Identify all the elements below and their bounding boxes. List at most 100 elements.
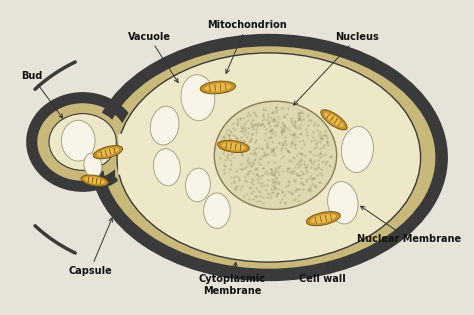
Point	[310, 145, 318, 150]
Point	[269, 116, 276, 121]
Point	[267, 186, 275, 192]
Point	[295, 117, 303, 122]
Point	[261, 130, 269, 135]
Ellipse shape	[200, 81, 236, 94]
Point	[268, 140, 275, 145]
Point	[247, 180, 255, 185]
Point	[264, 117, 271, 123]
Point	[227, 152, 235, 157]
Point	[258, 146, 266, 151]
Point	[292, 170, 300, 175]
Ellipse shape	[214, 101, 337, 209]
Point	[252, 130, 260, 135]
Point	[319, 160, 326, 165]
Point	[240, 124, 248, 129]
Point	[262, 137, 269, 142]
Point	[229, 133, 237, 138]
Point	[280, 125, 287, 130]
Point	[234, 121, 241, 126]
Point	[247, 120, 255, 125]
Point	[264, 178, 272, 183]
Ellipse shape	[93, 146, 123, 159]
Point	[301, 164, 309, 169]
Point	[268, 180, 275, 185]
Point	[244, 130, 252, 135]
Point	[297, 117, 305, 123]
Point	[238, 125, 246, 130]
Point	[293, 152, 301, 157]
Point	[314, 122, 321, 127]
Point	[311, 166, 319, 171]
Point	[308, 175, 316, 180]
Point	[232, 136, 239, 141]
Point	[298, 146, 305, 151]
Point	[246, 139, 254, 144]
Point	[241, 166, 248, 171]
Point	[313, 128, 320, 133]
Ellipse shape	[62, 120, 95, 161]
Point	[247, 125, 255, 130]
Point	[307, 164, 315, 169]
Point	[325, 142, 332, 147]
Point	[250, 170, 257, 175]
Point	[272, 144, 279, 149]
Point	[295, 163, 303, 168]
Point	[317, 140, 324, 145]
Ellipse shape	[341, 127, 374, 173]
Point	[304, 122, 312, 127]
Point	[231, 139, 238, 144]
Point	[285, 180, 293, 185]
Point	[264, 112, 272, 117]
Point	[286, 149, 293, 154]
Point	[243, 178, 250, 183]
Point	[258, 173, 266, 178]
Ellipse shape	[185, 168, 210, 202]
Polygon shape	[118, 129, 144, 180]
Point	[238, 184, 246, 189]
Point	[233, 183, 241, 188]
Point	[238, 145, 246, 150]
Point	[267, 135, 275, 140]
Point	[261, 152, 268, 158]
Point	[296, 173, 304, 178]
Point	[231, 128, 239, 133]
Point	[288, 117, 295, 122]
Point	[288, 139, 296, 144]
Point	[272, 123, 279, 128]
Point	[270, 172, 278, 177]
Point	[245, 196, 252, 201]
Point	[263, 142, 271, 147]
Point	[291, 124, 299, 129]
Point	[260, 166, 267, 171]
Point	[274, 186, 282, 192]
Point	[238, 166, 246, 171]
Point	[260, 123, 268, 128]
Point	[296, 157, 304, 162]
Point	[250, 122, 258, 127]
Point	[251, 112, 259, 117]
Point	[267, 128, 275, 133]
Point	[250, 149, 257, 154]
Point	[256, 190, 264, 195]
Point	[228, 146, 236, 152]
Point	[249, 152, 256, 157]
Point	[279, 153, 287, 158]
Point	[243, 146, 250, 151]
Ellipse shape	[221, 142, 245, 151]
Point	[231, 141, 238, 146]
Point	[307, 173, 314, 178]
Point	[237, 166, 244, 171]
Point	[267, 171, 275, 176]
Point	[226, 135, 233, 140]
Point	[225, 133, 233, 138]
Point	[243, 158, 251, 163]
Point	[299, 138, 307, 143]
Point	[229, 125, 237, 130]
Point	[299, 116, 307, 121]
Point	[233, 174, 241, 179]
Point	[243, 113, 251, 118]
Point	[271, 130, 278, 135]
Point	[302, 165, 310, 170]
Point	[286, 170, 294, 175]
Point	[268, 109, 276, 114]
